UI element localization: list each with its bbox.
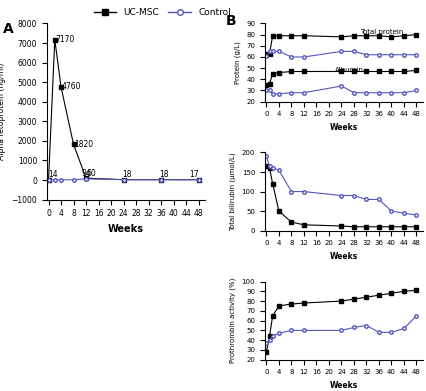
X-axis label: Weeks: Weeks xyxy=(329,123,357,132)
Text: 17: 17 xyxy=(189,170,199,179)
X-axis label: Weeks: Weeks xyxy=(108,224,144,234)
Text: 94: 94 xyxy=(81,169,91,178)
Text: 1820: 1820 xyxy=(74,140,93,149)
Text: Total protein: Total protein xyxy=(360,29,403,36)
Y-axis label: Total bilirubin (μmol/L): Total bilirubin (μmol/L) xyxy=(229,152,236,231)
Y-axis label: Alpha fetoprotein (ng/ml): Alpha fetoprotein (ng/ml) xyxy=(0,63,6,160)
X-axis label: Weeks: Weeks xyxy=(329,252,357,261)
Text: Albumin: Albumin xyxy=(334,67,363,74)
Y-axis label: Prothrombin activity (%): Prothrombin activity (%) xyxy=(229,278,236,363)
Text: A: A xyxy=(3,22,14,36)
Text: 7170: 7170 xyxy=(56,35,75,44)
Text: 14: 14 xyxy=(49,170,58,179)
Text: 60: 60 xyxy=(87,169,97,178)
Y-axis label: Protein (g/L): Protein (g/L) xyxy=(233,41,240,84)
Text: 18: 18 xyxy=(159,170,169,179)
Text: 4760: 4760 xyxy=(62,83,81,91)
Text: 18: 18 xyxy=(122,170,131,179)
Legend: UC-MSC, Control: UC-MSC, Control xyxy=(90,5,234,21)
X-axis label: Weeks: Weeks xyxy=(329,381,357,390)
Text: B: B xyxy=(225,14,236,28)
